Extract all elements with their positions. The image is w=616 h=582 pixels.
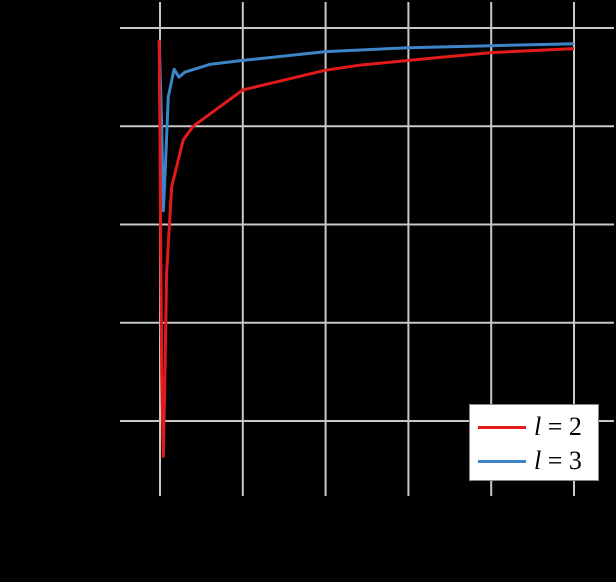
- legend-item-l3: l = 3: [478, 446, 582, 475]
- legend-label: l = 2: [534, 412, 582, 441]
- data-series: [157, 39, 575, 458]
- chart-legend: l = 2 l = 3: [469, 404, 599, 481]
- legend-item-l2: l = 2: [478, 412, 582, 441]
- series-line: [157, 39, 575, 458]
- legend-swatch-blue: [478, 459, 526, 463]
- series-line: [157, 39, 575, 213]
- grid-lines: [120, 2, 614, 496]
- legend-label: l = 3: [534, 446, 582, 475]
- legend-swatch-red: [478, 425, 526, 429]
